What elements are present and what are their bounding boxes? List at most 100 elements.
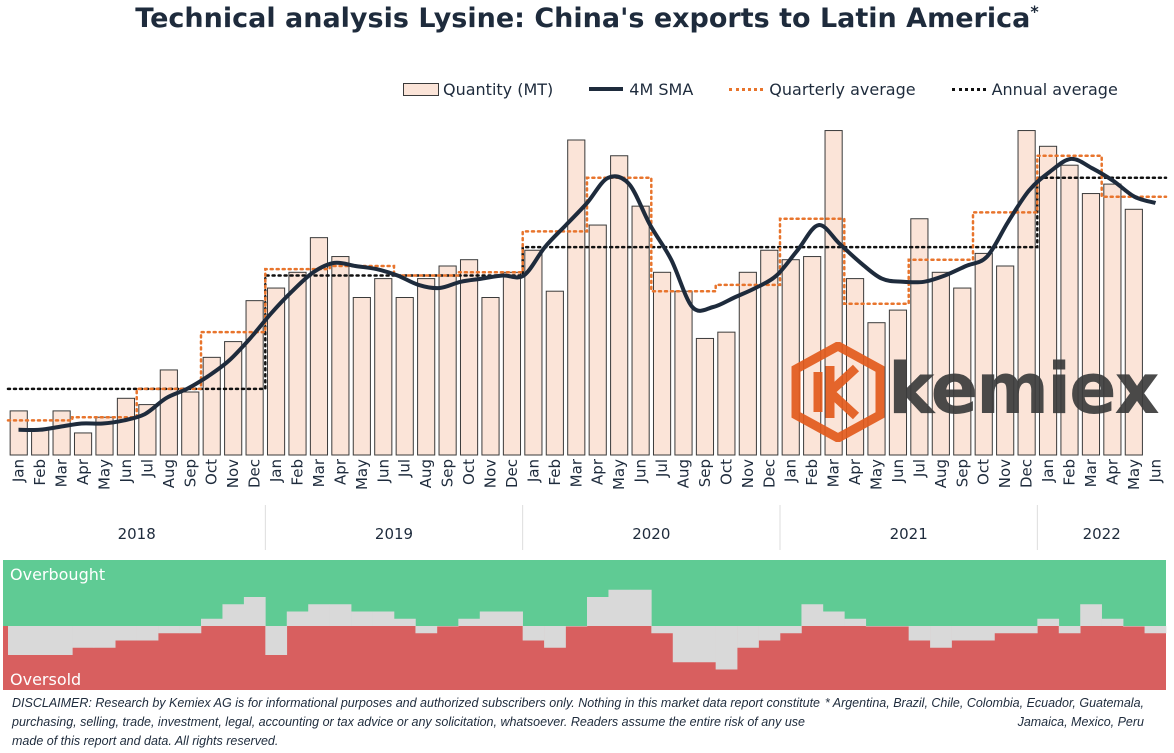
quantity-bar (610, 155, 629, 456)
disclaimer-text: DISCLAIMER: Research by Kemiex AG is for… (12, 696, 821, 748)
legend-label-quantity: Quantity (MT) (443, 79, 554, 99)
chart-title: Technical analysis Lysine: China's expor… (0, 2, 1174, 34)
sma-line (18, 156, 1157, 433)
month-tick-label: Oct (975, 459, 993, 485)
title-text: Technical analysis Lysine: China's expor… (135, 3, 1031, 34)
quantity-bar (674, 290, 693, 456)
quantity-bar (717, 331, 736, 456)
month-tick-label: May (868, 459, 886, 490)
oscillator-bar (479, 611, 502, 626)
month-tick-label: Dec (246, 459, 264, 488)
quantity-bar (202, 356, 221, 456)
kemiex-logo: kemiex (790, 340, 1160, 444)
quantity-bar (974, 252, 993, 456)
quantity-bar (1124, 208, 1143, 456)
month-tick-label: Feb (1061, 459, 1079, 486)
month-tick-label: Jun (889, 459, 907, 483)
month-tick-label: May (610, 459, 628, 490)
month-tick-label: Jan (782, 459, 800, 483)
quantity-bar (374, 278, 393, 456)
oscillator-bar (351, 611, 373, 626)
oscillator-bar (1123, 626, 1145, 627)
quantity-bar (631, 205, 650, 456)
month-tick-label: May (96, 459, 114, 490)
quantity-bar (309, 237, 329, 456)
oscillator-bar (115, 626, 137, 641)
month-tick-label: Jan (267, 459, 285, 483)
oscillator-bar (265, 626, 288, 655)
overbought-zone (3, 560, 1166, 626)
quantity-bar (888, 309, 908, 456)
oscillator-bar (222, 604, 245, 626)
legend-swatch-annual (951, 87, 986, 91)
overbought-label: Overbought (10, 565, 106, 584)
oscillator-bar (522, 626, 545, 641)
oscillator-bar (1101, 618, 1124, 626)
month-tick-label: Jul (138, 459, 156, 478)
oscillator-bar (308, 604, 330, 626)
month-tick-label: May (353, 459, 371, 490)
oscillator-bar (994, 626, 1017, 634)
quantity-bar (502, 271, 522, 456)
month-tick-label: Nov (996, 459, 1014, 488)
year-label: 2021 (890, 525, 928, 543)
month-tick-label: Feb (803, 459, 821, 486)
quantity-bar (417, 278, 436, 456)
month-tick-label: Jun (117, 459, 135, 483)
oscillator-bar (844, 618, 867, 626)
oversold-label: Oversold (10, 670, 82, 689)
quantity-bar (481, 297, 500, 456)
oscillator-bar (29, 626, 52, 655)
year-label: 2019 (375, 525, 413, 543)
month-tick-label: Jun (632, 459, 650, 483)
oscillator-bar (758, 626, 781, 641)
month-tick-label: Nov (739, 459, 757, 488)
quantity-bar (588, 224, 607, 456)
month-tick-label: Apr (74, 458, 92, 485)
oscillator-bar (372, 611, 395, 626)
oscillator-bar (672, 626, 695, 663)
annual-average-line (6, 176, 1168, 391)
quantity-bar (1103, 183, 1122, 456)
quantity-bar (266, 287, 286, 456)
oscillator-bar (329, 604, 352, 626)
quantity-bar (545, 290, 564, 456)
quantity-bar (138, 404, 157, 456)
legend-label-quarterly: Quarterly average (769, 79, 916, 99)
month-tick-label: Jan (524, 459, 542, 483)
oscillator-bar (973, 626, 995, 641)
quantity-bar (288, 271, 307, 456)
month-tick-label: Mar (53, 458, 71, 487)
month-tick-label: Feb (31, 459, 49, 486)
month-tick-label: Aug (932, 459, 950, 488)
month-tick-label: Sep (953, 459, 971, 487)
country-footnote: * Argentina, Brazil, Chile, Colombia, Ec… (824, 696, 1144, 729)
quantity-bar (331, 256, 350, 456)
oscillator-bar (608, 589, 631, 626)
month-tick-label: Jul (653, 459, 671, 478)
oscillator-bar (201, 618, 223, 626)
quarterly-average-line (6, 154, 1168, 422)
month-tick-label: Sep (439, 459, 457, 487)
quantity-bar (31, 429, 50, 456)
legend-item-quarterly: Quarterly average (729, 79, 916, 99)
oscillator-bar (629, 589, 652, 626)
oscillator-bar (1037, 618, 1060, 626)
month-tick-label: Sep (181, 459, 199, 487)
month-tick-label: Aug (675, 459, 693, 488)
month-tick-label: Sep (696, 459, 714, 487)
oscillator-bar (544, 626, 566, 648)
oscillator-bar (415, 626, 438, 634)
oscillator-bar (1058, 626, 1081, 634)
quantity-bar (181, 391, 200, 456)
oscillator-bar (8, 626, 30, 655)
quantity-bar (567, 139, 586, 456)
kemiex-logo-text: kemiex (888, 348, 1160, 430)
month-tick-label: Feb (289, 459, 307, 486)
quantity-bar (95, 416, 114, 456)
quantity-bar (996, 265, 1015, 456)
month-tick-label: Oct (460, 459, 478, 485)
legend: Quantity (MT) 4M SMA Quarterly average A… (403, 78, 1118, 100)
quantity-bar (459, 259, 479, 456)
